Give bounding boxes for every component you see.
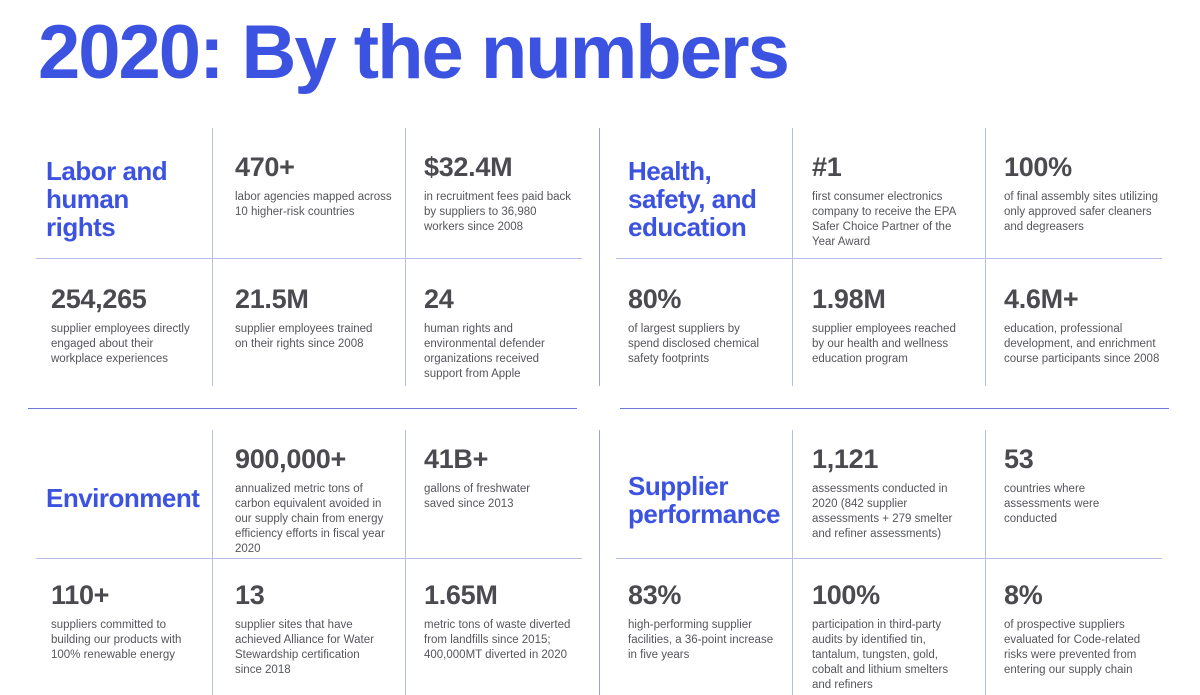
stat-description: first consumer electronics company to re… bbox=[812, 191, 956, 248]
divider bbox=[792, 128, 793, 386]
divider bbox=[792, 430, 793, 695]
stat-waste-diverted: 1.65M metric tons of waste diverted from… bbox=[424, 578, 574, 663]
stat-description: supplier employees trained on their righ… bbox=[235, 323, 373, 350]
stat-description: labor agencies mapped across 10 higher-r… bbox=[235, 191, 392, 218]
stat-value: 4.6M+ bbox=[1004, 284, 1079, 314]
section-title-labor: Labor and human rights bbox=[46, 156, 168, 242]
stat-high-performing-facilities: 83% high-performing supplier facilities,… bbox=[628, 578, 783, 663]
divider bbox=[985, 128, 986, 386]
stat-description: of largest suppliers by spend disclosed … bbox=[628, 323, 760, 365]
divider bbox=[616, 558, 1162, 559]
stat-description: human rights and environmental defender … bbox=[424, 323, 545, 380]
stat-recruitment-fees: $32.4M in recruitment fees paid back by … bbox=[424, 150, 574, 235]
stat-value: 1.65M bbox=[424, 580, 498, 610]
stat-assessments-conducted: 1,121 assessments conducted in 2020 (842… bbox=[812, 442, 962, 542]
stat-value: 100% bbox=[812, 580, 880, 610]
stat-defender-organizations: 24 human rights and environmental defend… bbox=[424, 282, 559, 382]
stat-description: of prospective suppliers evaluated for C… bbox=[1004, 619, 1141, 676]
stat-description: supplier sites that have achieved Allian… bbox=[235, 619, 374, 676]
divider bbox=[405, 128, 406, 386]
stat-description: metric tons of waste diverted from landf… bbox=[424, 619, 571, 661]
stat-value: 24 bbox=[424, 284, 454, 314]
divider bbox=[616, 258, 1162, 259]
divider bbox=[36, 258, 582, 259]
stat-labor-agencies: 470+ labor agencies mapped across 10 hig… bbox=[235, 150, 405, 220]
stat-freshwater-saved: 41B+ gallons of freshwater saved since 2… bbox=[424, 442, 544, 512]
section-divider bbox=[28, 408, 577, 409]
stat-value: 80% bbox=[628, 284, 682, 314]
stat-description: assessments conducted in 2020 (842 suppl… bbox=[812, 483, 953, 540]
stat-value: 254,265 bbox=[51, 284, 147, 314]
stat-value: 41B+ bbox=[424, 444, 489, 474]
section-title-environment: Environment bbox=[46, 483, 200, 513]
stat-value: 1.98M bbox=[812, 284, 886, 314]
stat-value: $32.4M bbox=[424, 152, 513, 182]
stat-description: high-performing supplier facilities, a 3… bbox=[628, 619, 774, 661]
page-title: 2020: By the numbers bbox=[38, 10, 790, 95]
divider bbox=[212, 128, 213, 386]
stat-value: 100% bbox=[1004, 152, 1072, 182]
stat-value: 53 bbox=[1004, 444, 1034, 474]
stat-smelter-audits: 100% participation in third-party audits… bbox=[812, 578, 967, 693]
stat-description: of final assembly sites utilizing only a… bbox=[1004, 191, 1159, 233]
center-divider bbox=[599, 128, 600, 386]
stat-description: countries where assessments were conduct… bbox=[1004, 483, 1100, 525]
stat-safer-cleaners: 100% of final assembly sites utilizing o… bbox=[1004, 150, 1169, 235]
stat-value: 470+ bbox=[235, 152, 295, 182]
stat-course-participants: 4.6M+ education, professional developmen… bbox=[1004, 282, 1169, 367]
stat-health-program-reach: 1.98M supplier employees reached by our … bbox=[812, 282, 967, 367]
stat-value: 1,121 bbox=[812, 444, 879, 474]
stat-description: suppliers committed to building our prod… bbox=[51, 619, 182, 661]
stat-renewable-suppliers: 110+ suppliers committed to building our… bbox=[51, 578, 201, 663]
divider bbox=[405, 430, 406, 695]
section-title-health: Health, safety, and education bbox=[628, 156, 757, 242]
stat-description: in recruitment fees paid back by supplie… bbox=[424, 191, 572, 233]
stat-epa-award: #1 first consumer electronics company to… bbox=[812, 150, 962, 250]
divider bbox=[36, 558, 582, 559]
stat-water-stewardship: 13 supplier sites that have achieved All… bbox=[235, 578, 385, 678]
stat-description: supplier employees reached by our health… bbox=[812, 323, 956, 365]
divider bbox=[212, 430, 213, 695]
stat-description: gallons of freshwater saved since 2013 bbox=[424, 483, 531, 510]
stat-value: 21.5M bbox=[235, 284, 309, 314]
stat-value: 13 bbox=[235, 580, 265, 610]
section-divider bbox=[620, 408, 1169, 409]
divider bbox=[985, 430, 986, 695]
stat-value: 8% bbox=[1004, 580, 1043, 610]
stat-value: #1 bbox=[812, 152, 842, 182]
stat-assessment-countries: 53 countries where assessments were cond… bbox=[1004, 442, 1114, 527]
stat-description: supplier employees directly engaged abou… bbox=[51, 323, 190, 365]
stat-prospective-suppliers: 8% of prospective suppliers evaluated fo… bbox=[1004, 578, 1164, 678]
stat-value: 900,000+ bbox=[235, 444, 346, 474]
stat-supplier-employees-engaged: 254,265 supplier employees directly enga… bbox=[51, 282, 201, 367]
stat-value: 83% bbox=[628, 580, 682, 610]
stat-description: annualized metric tons of carbon equival… bbox=[235, 483, 385, 555]
stat-description: participation in third-party audits by i… bbox=[812, 619, 949, 691]
stat-description: education, professional development, and… bbox=[1004, 323, 1160, 365]
stat-employees-trained: 21.5M supplier employees trained on thei… bbox=[235, 282, 380, 352]
stat-value: 110+ bbox=[51, 580, 110, 610]
section-title-supplier: Supplier performance bbox=[628, 471, 781, 529]
stat-carbon-avoided: 900,000+ annualized metric tons of carbo… bbox=[235, 442, 390, 557]
stat-chemical-footprints: 80% of largest suppliers by spend disclo… bbox=[628, 282, 773, 367]
center-divider bbox=[599, 430, 600, 695]
